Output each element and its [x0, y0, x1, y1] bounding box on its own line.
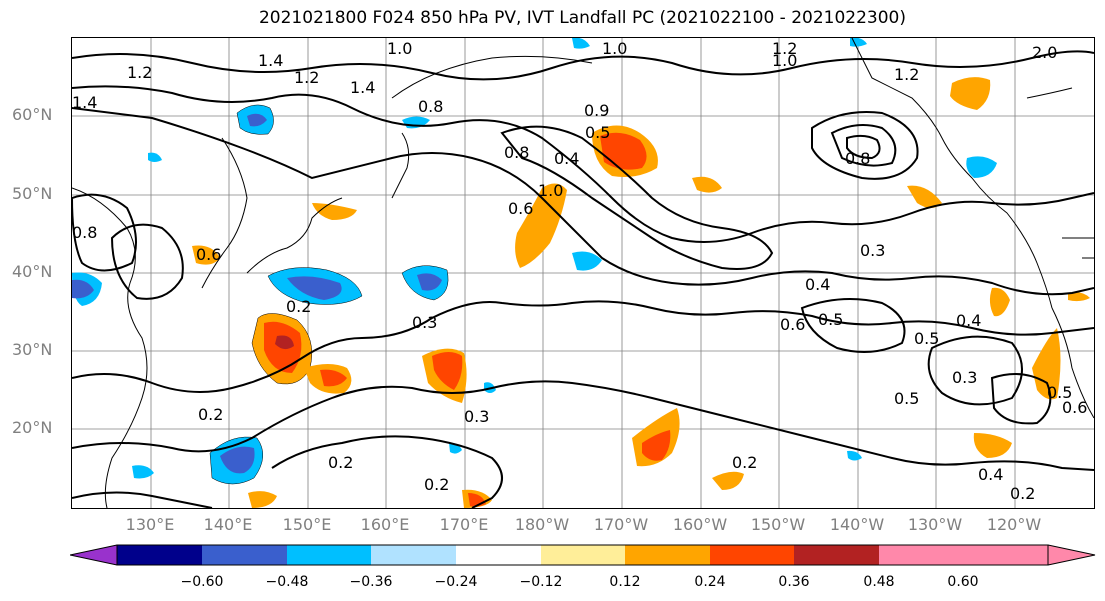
lon-tick: 150°W [750, 515, 806, 534]
positive-anomaly-shading [192, 77, 1090, 508]
colorbar-tick-label: −0.36 [349, 574, 393, 590]
contour-label: 0.2 [328, 453, 353, 472]
colorbar-extend-high [1048, 545, 1095, 565]
lon-tick: 180°W [514, 515, 570, 534]
colorbar-segment [117, 545, 202, 565]
lat-tick: 50°N [12, 184, 53, 203]
colorbar-segment [879, 545, 963, 565]
lon-tick: 150°E [282, 515, 332, 534]
negative-anomaly-shading [72, 38, 997, 485]
colorbar-tick-label: −0.48 [265, 574, 309, 590]
colorbar-segment [794, 545, 879, 565]
contour-label: 0.4 [978, 465, 1003, 484]
contour-label: 0.2 [198, 405, 223, 424]
contour-label: 0.6 [196, 245, 221, 264]
lat-tick: 60°N [12, 105, 53, 124]
pv-contours [72, 50, 1094, 508]
colorbar-segment [287, 545, 371, 565]
coastlines [72, 38, 1094, 508]
contour-label: 1.0 [538, 181, 563, 200]
contour-label: 1.0 [387, 39, 412, 58]
colorbar-segment [371, 545, 456, 565]
lon-tick: 130°E [125, 515, 175, 534]
contour-label: 1.0 [772, 51, 797, 70]
lat-tick: 40°N [12, 262, 53, 281]
contour-label: 0.2 [1010, 484, 1035, 503]
contour-label: 0.8 [72, 223, 97, 242]
lat-tick: 30°N [12, 340, 53, 359]
contour-label: 0.8 [845, 149, 870, 168]
contour-label: 0.6 [508, 199, 533, 218]
contour-label: 0.5 [894, 389, 919, 408]
contour-label: 0.3 [860, 241, 885, 260]
lon-tick: 160°W [672, 515, 728, 534]
contour-label: 1.2 [894, 65, 919, 84]
colorbar-segment [710, 545, 794, 565]
colorbar-segment [625, 545, 710, 565]
colorbar-tick-label: 0.60 [947, 574, 979, 590]
contour-label: 0.9 [584, 101, 609, 120]
contour-label: 0.3 [412, 313, 437, 332]
colorbar-tick-label: 0.12 [609, 574, 641, 590]
lon-tick: 170°W [593, 515, 649, 534]
contour-label: 0.5 [585, 123, 610, 142]
contour-label: 1.4 [72, 93, 97, 112]
colorbar-segment [963, 545, 1048, 565]
colorbar-tick-label: −0.60 [180, 574, 224, 590]
contour-label: 0.6 [1062, 398, 1087, 417]
colorbar-extend-low [70, 545, 117, 565]
lon-tick: 130°W [907, 515, 963, 534]
colorbar-segment [541, 545, 625, 565]
colorbar-segments [70, 545, 1095, 565]
contour-label: 0.4 [956, 311, 981, 330]
colorbar-tick-label: 0.48 [863, 574, 895, 590]
map-title: 2021021800 F024 850 hPa PV, IVT Landfall… [258, 8, 906, 28]
lon-tick: 160°E [360, 515, 410, 534]
map-panel: 1.0 1.2 1.4 1.2 1.4 0.8 1.0 0.9 0.5 0.8 … [71, 37, 1095, 509]
colorbar-segment [456, 545, 541, 565]
contour-label: 0.3 [464, 407, 489, 426]
contour-label: 0.8 [504, 143, 529, 162]
colorbar [70, 544, 1096, 566]
colorbar-tick-label: −0.24 [434, 574, 478, 590]
contour-label: 2.0 [1032, 43, 1057, 62]
contour-label: 1.4 [258, 51, 283, 70]
contour-label: 0.2 [424, 475, 449, 494]
colorbar-segment [202, 545, 287, 565]
contour-labels: 1.0 1.2 1.4 1.2 1.4 0.8 1.0 0.9 0.5 0.8 … [72, 39, 1087, 503]
graticule [72, 38, 1094, 508]
contour-label: 1.2 [772, 39, 797, 58]
contour-label: 1.4 [350, 78, 375, 97]
map-canvas: 1.0 1.2 1.4 1.2 1.4 0.8 1.0 0.9 0.5 0.8 … [72, 38, 1094, 508]
contour-label: 0.5 [818, 310, 843, 329]
lat-tick: 20°N [12, 418, 53, 437]
lon-tick: 170°E [439, 515, 489, 534]
contour-label: 1.2 [127, 63, 152, 82]
contour-label: 0.6 [780, 315, 805, 334]
colorbar-tick-label: 0.24 [694, 574, 726, 590]
contour-label: 0.8 [418, 97, 443, 116]
lon-tick: 140°E [203, 515, 253, 534]
lon-tick: 120°W [986, 515, 1042, 534]
contour-label: 1.2 [294, 68, 319, 87]
contour-label: 0.5 [1047, 383, 1072, 402]
contour-label: 0.4 [554, 149, 579, 168]
contour-label: 0.2 [286, 297, 311, 316]
contour-label: 0.5 [914, 329, 939, 348]
colorbar-tick-label: 0.36 [778, 574, 810, 590]
contour-label: 1.0 [602, 39, 627, 58]
colorbar-tick-label: −0.12 [519, 574, 563, 590]
lon-tick: 140°W [829, 515, 885, 534]
contour-label: 0.4 [805, 275, 830, 294]
contour-label: 0.2 [732, 453, 757, 472]
contour-label: 0.3 [952, 368, 977, 387]
